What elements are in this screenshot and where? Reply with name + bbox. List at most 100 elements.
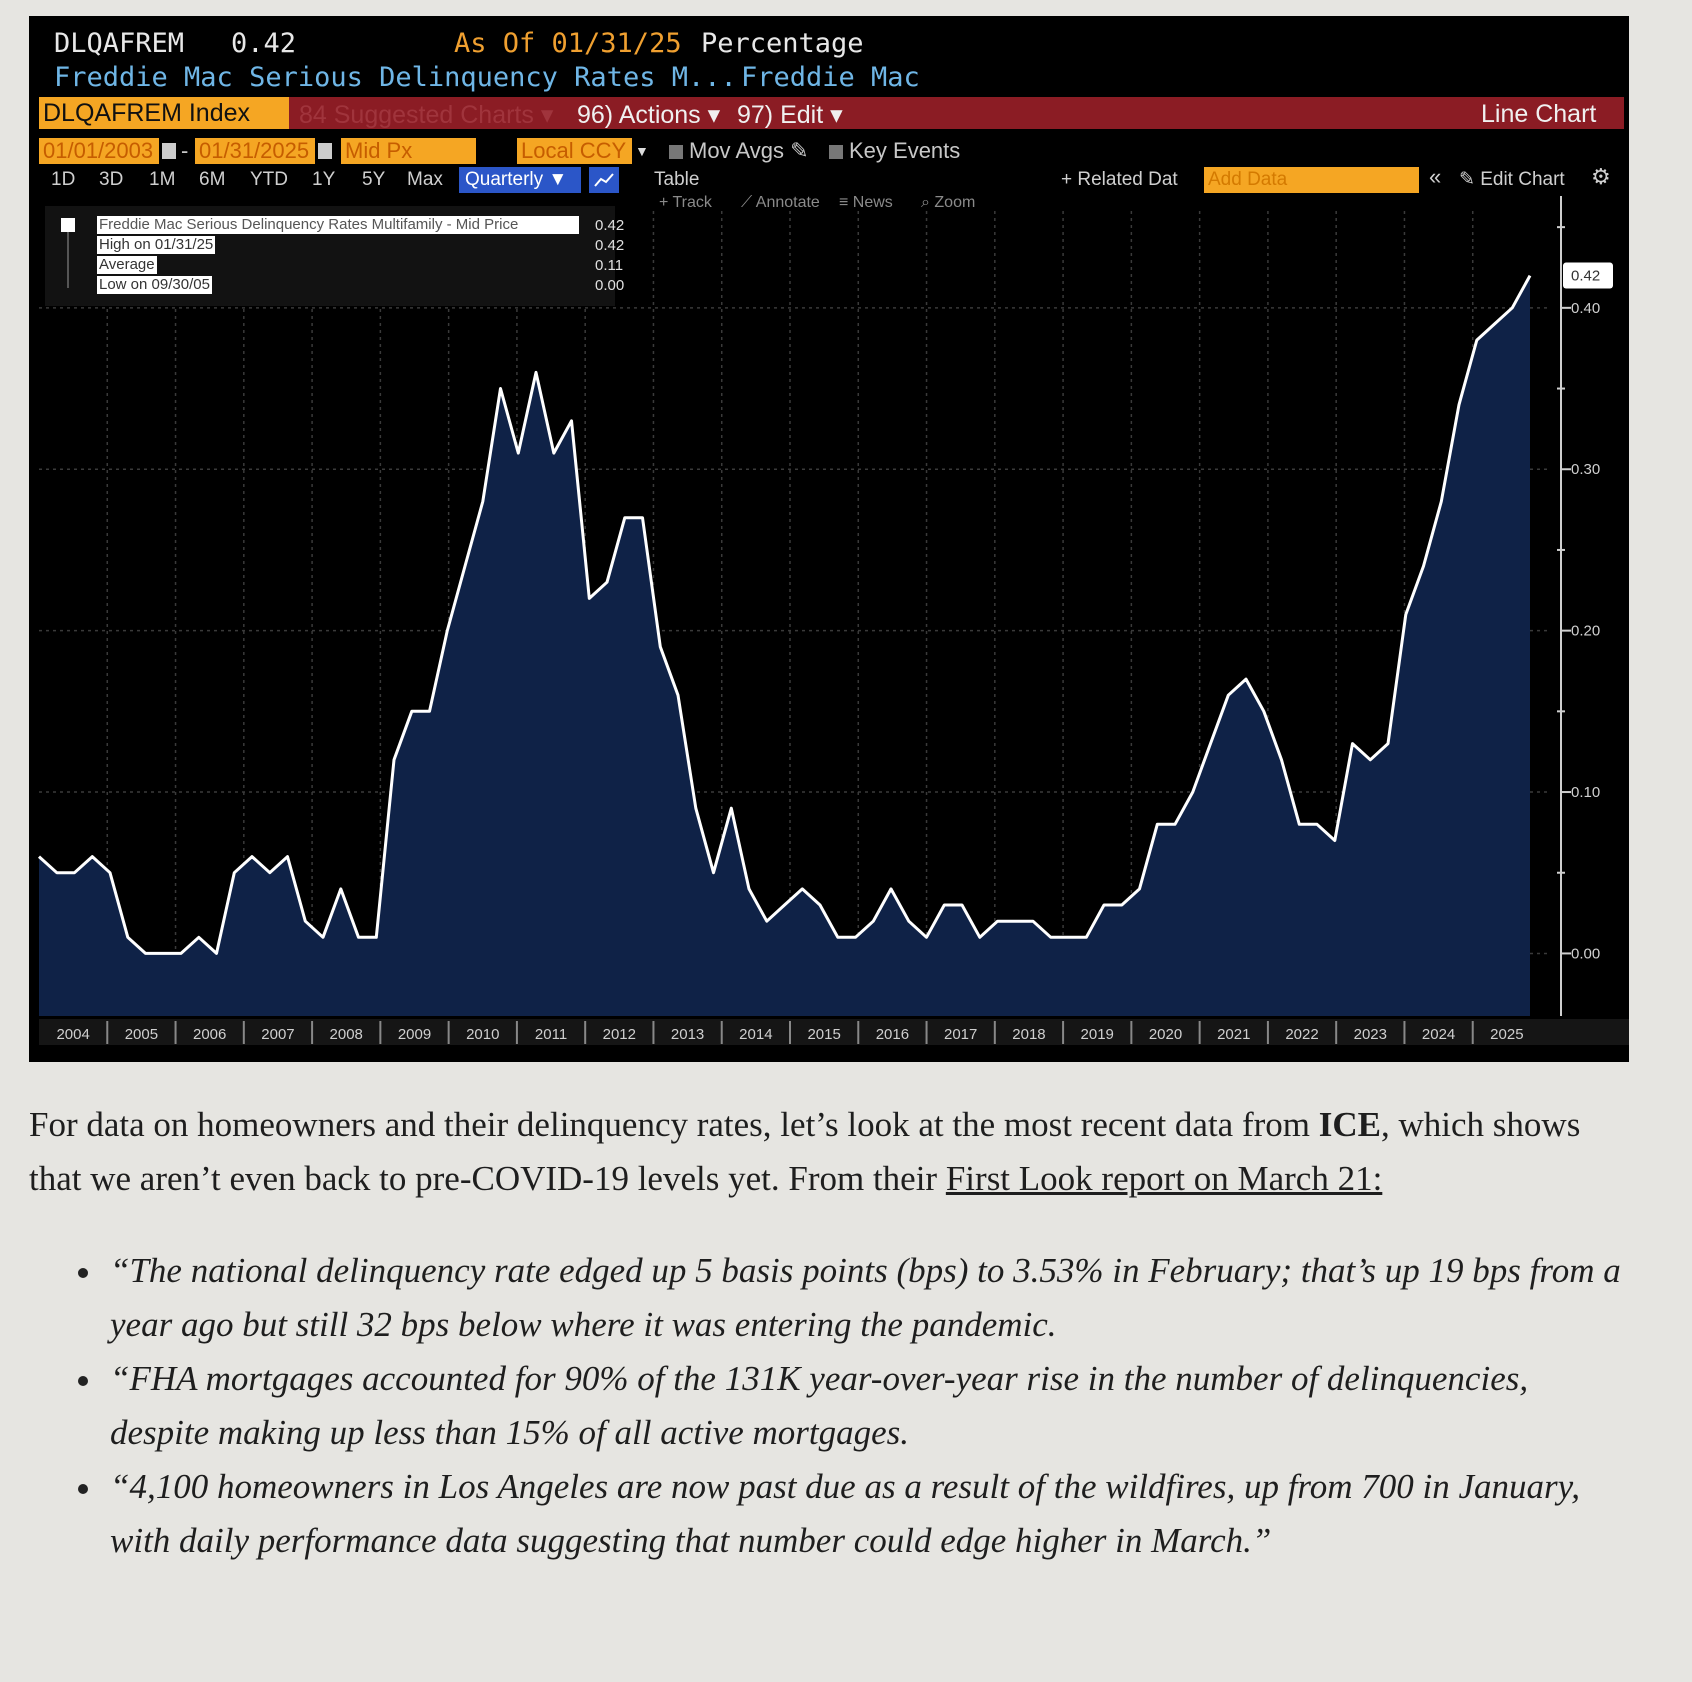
- x-tick-label: 2007: [261, 1026, 294, 1043]
- quote-text: “4,100 homeowners in Los Angeles are now…: [110, 1467, 1580, 1560]
- suggested-charts-menu[interactable]: 84 Suggested Charts ▾: [299, 101, 554, 129]
- x-axis: 2004 2005 2006 2007 2008 2009 2010 2011 2012 2013…: [39, 1019, 1629, 1045]
- x-tick-label: 2010: [466, 1026, 499, 1043]
- x-tick-label: 2017: [944, 1026, 977, 1043]
- collapse-icon[interactable]: «: [1429, 164, 1442, 189]
- legend-low-label: Low on 09/30/05: [97, 276, 212, 294]
- related-data-button[interactable]: + Related Dat: [1061, 169, 1178, 190]
- series-area-fill: [39, 275, 1530, 1017]
- list-item: “4,100 homeowners in Los Angeles are now…: [29, 1460, 1629, 1568]
- gear-icon[interactable]: ⚙: [1591, 164, 1611, 189]
- chart-canvas: 0.000.100.200.300.400.42 2004 2005 2006 200…: [37, 196, 1629, 1045]
- edit-chart-label: Edit Chart: [1480, 169, 1565, 190]
- x-tick-label: 2008: [330, 1026, 363, 1043]
- annotate-tool[interactable]: ⟋ Annotate: [741, 194, 820, 211]
- table-button[interactable]: Table: [654, 169, 700, 190]
- date-separator: -: [181, 138, 189, 163]
- x-tick-label: 2016: [876, 1026, 909, 1043]
- add-data-input[interactable]: Add Data: [1204, 167, 1419, 193]
- last-value: 0.42: [231, 28, 297, 59]
- x-tick-label: 2004: [56, 1026, 89, 1043]
- key-events-toggle[interactable]: Key Events: [829, 138, 960, 164]
- list-item: “FHA mortgages accounted for 90% of the …: [29, 1352, 1629, 1460]
- legend: Freddie Mac Serious Delinquency Rates Mu…: [45, 206, 624, 306]
- legend-series-value: 0.42: [595, 217, 625, 234]
- chart-type-label: Line Chart: [1481, 100, 1597, 128]
- y-axis: 0.00 0.10 0.20 0.30 0.40 0.42: [1557, 196, 1613, 1016]
- calendar-icon[interactable]: [318, 143, 332, 159]
- legend-series-label: Freddie Mac Serious Delinquency Rates Mu…: [97, 216, 579, 234]
- news-tool[interactable]: ≡ News: [839, 194, 893, 211]
- legend-high-label: High on 01/31/25: [97, 236, 216, 254]
- x-tick-label: 2005: [125, 1026, 158, 1043]
- checkbox-icon: [669, 145, 683, 159]
- legend-average-label: Average: [97, 256, 157, 274]
- x-tick-label: 2023: [1354, 1026, 1387, 1043]
- x-tick-label: 2021: [1217, 1026, 1250, 1043]
- last-value-label: 0.42: [1571, 268, 1600, 285]
- ticker-symbol: DLQAFREM: [54, 28, 185, 59]
- track-tool[interactable]: + Track: [659, 194, 712, 211]
- edit-chart-button[interactable]: ✎ Edit Chart: [1459, 168, 1565, 192]
- x-tick-label: 2018: [1012, 1026, 1045, 1043]
- edit-menu[interactable]: 97) Edit ▾: [737, 101, 843, 129]
- source-name: Freddie Mac: [741, 62, 920, 93]
- units-label: Percentage: [701, 28, 864, 59]
- y-tick-label: 0.10: [1571, 784, 1600, 801]
- range-6m[interactable]: 6M: [199, 169, 226, 190]
- track-label: Track: [672, 194, 712, 211]
- x-tick-label: 2006: [193, 1026, 226, 1043]
- line-chart-icon[interactable]: [589, 167, 619, 193]
- x-tick-label: 2022: [1285, 1026, 1318, 1043]
- news-label: News: [852, 194, 893, 211]
- price-field-select[interactable]: Mid Px: [341, 138, 476, 164]
- x-tick-label: 2013: [671, 1026, 704, 1043]
- actions-menu[interactable]: 96) Actions ▾: [577, 101, 721, 129]
- intro-text-cont: , which shows that we aren’t even back t…: [29, 1105, 1581, 1198]
- quote-text: “FHA mortgages accounted for 90% of the …: [110, 1359, 1529, 1452]
- command-bar: [39, 97, 1624, 129]
- legend-low-value: 0.00: [595, 277, 625, 294]
- quote-list: “The national delinquency rate edged up …: [29, 1244, 1629, 1568]
- end-date-field[interactable]: 01/31/2025: [195, 138, 315, 164]
- x-tick-label: 2025: [1490, 1026, 1523, 1043]
- legend-high-value: 0.42: [595, 237, 625, 254]
- chart-gridlines: [39, 211, 1549, 1016]
- bullet-icon: [78, 1376, 88, 1386]
- range-3d[interactable]: 3D: [99, 169, 124, 190]
- key-events-label: Key Events: [849, 138, 961, 163]
- legend-average-value: 0.11: [595, 257, 624, 274]
- y-tick-label: 0.40: [1571, 300, 1600, 317]
- calendar-icon[interactable]: [162, 143, 176, 159]
- security-long-name: Freddie Mac Serious Delinquency Rates M.…: [54, 62, 737, 93]
- intro-text: For data on homeowners and their delinqu…: [29, 1105, 1319, 1144]
- security-input[interactable]: DLQAFREM Index: [39, 97, 289, 129]
- x-axis-band: [39, 1019, 1629, 1045]
- zoom-tool[interactable]: ⌕ Zoom: [921, 194, 976, 211]
- range-ytd[interactable]: YTD: [250, 169, 288, 190]
- range-max[interactable]: Max: [407, 169, 443, 190]
- start-date-field[interactable]: 01/01/2003: [39, 138, 159, 164]
- x-tick-label: 2012: [603, 1026, 636, 1043]
- x-tick-label: 2015: [807, 1026, 840, 1043]
- first-look-report-link[interactable]: First Look report on March 21:: [945, 1159, 1383, 1198]
- currency-select[interactable]: Local CCY: [517, 138, 632, 164]
- frequency-select[interactable]: Quarterly ▼: [459, 167, 581, 193]
- range-1y[interactable]: 1Y: [312, 169, 336, 190]
- article-body: For data on homeowners and their delinqu…: [29, 1098, 1629, 1568]
- range-1m[interactable]: 1M: [149, 169, 176, 190]
- legend-checkbox[interactable]: [61, 218, 75, 232]
- mov-avgs-toggle[interactable]: Mov Avgs ✎: [669, 138, 809, 164]
- range-5y[interactable]: 5Y: [362, 169, 386, 190]
- bullet-icon: [78, 1268, 88, 1278]
- checkbox-icon: [829, 145, 843, 159]
- range-1d[interactable]: 1D: [51, 169, 76, 190]
- x-tick-label: 2009: [398, 1026, 431, 1043]
- x-tick-label: 2019: [1081, 1026, 1114, 1043]
- chevron-down-icon[interactable]: ▼: [635, 143, 649, 159]
- pencil-icon: ✎: [1459, 169, 1481, 190]
- annotate-label: Annotate: [755, 194, 820, 211]
- series-line: [37, 274, 1532, 955]
- x-tick-label: 2020: [1149, 1026, 1182, 1043]
- ice-bold: ICE: [1318, 1105, 1382, 1144]
